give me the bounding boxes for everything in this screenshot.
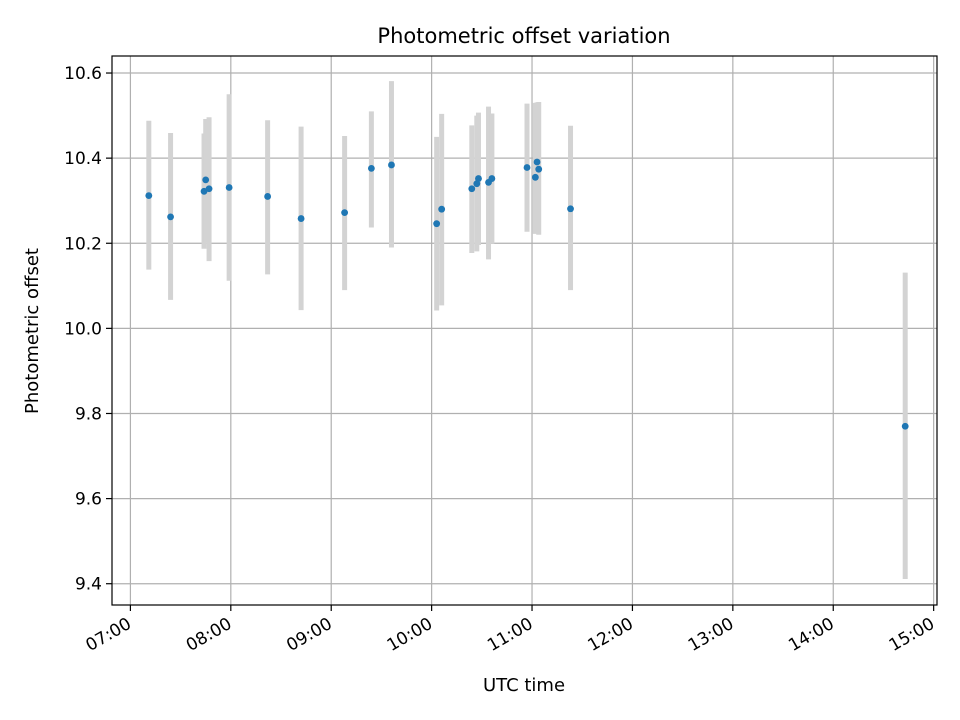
data-point — [488, 175, 496, 182]
data-point — [523, 164, 531, 171]
data-point — [367, 164, 375, 172]
data-point — [202, 176, 210, 184]
chart-title: Photometric offset variation — [377, 24, 670, 48]
data-point — [264, 193, 272, 200]
y-axis-ticks: 9.4 9.6 9.8 10.0 10.2 10.4 10.6 — [64, 64, 112, 595]
horizontal-gridlines — [112, 72, 937, 585]
data-point — [535, 165, 543, 173]
data-point — [297, 215, 305, 222]
data-point — [475, 175, 482, 182]
y-tick-label: 9.6 — [75, 490, 102, 510]
data-point — [205, 185, 213, 193]
data-point — [531, 173, 539, 181]
data-point — [438, 205, 446, 213]
y-tick-label: 10.2 — [64, 234, 102, 254]
data-point — [901, 422, 909, 430]
data-point — [433, 220, 441, 228]
data-point — [567, 205, 574, 213]
data-point — [200, 187, 208, 195]
data-point — [225, 184, 233, 191]
data-point — [341, 209, 349, 217]
y-tick-label: 10.0 — [64, 319, 102, 339]
plot-area-frame — [111, 55, 938, 606]
x-axis-title: UTC time — [483, 675, 565, 696]
y-axis-title: Photometric offset — [22, 248, 43, 414]
data-point — [388, 161, 395, 169]
data-point — [167, 213, 174, 221]
y-tick-label: 10.6 — [64, 64, 102, 84]
data-point — [473, 180, 481, 188]
data-point — [145, 192, 153, 199]
y-tick-label: 9.8 — [75, 404, 102, 424]
data-point — [533, 158, 541, 166]
data-points — [145, 158, 909, 430]
data-point — [468, 185, 476, 193]
y-tick-label: 10.4 — [64, 149, 102, 169]
y-tick-label: 9.4 — [75, 575, 102, 595]
